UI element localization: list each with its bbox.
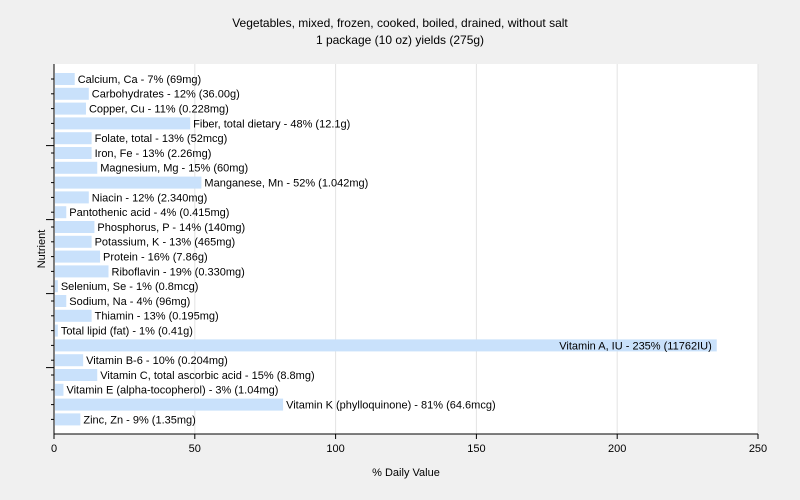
x-tick-label-5: 250 bbox=[749, 443, 767, 455]
bar-label-11: Phosphorus, P - 14% (140mg) bbox=[97, 222, 245, 234]
bar-23 bbox=[55, 398, 284, 411]
bar-label-13: Protein - 16% (7.86g) bbox=[103, 252, 208, 264]
bar-17 bbox=[55, 309, 92, 322]
x-tick-label-2: 100 bbox=[326, 443, 344, 455]
y-axis-title: Nutrient bbox=[36, 230, 48, 269]
bar-label-19: Vitamin A, IU - 235% (11762IU) bbox=[559, 340, 711, 352]
bar-label-16: Sodium, Na - 4% (96mg) bbox=[69, 296, 190, 308]
bar-22 bbox=[55, 383, 64, 396]
bar-24 bbox=[55, 413, 81, 426]
bar-label-7: Magnesium, Mg - 15% (60mg) bbox=[100, 163, 248, 175]
bar-13 bbox=[55, 250, 101, 263]
bar-label-1: Calcium, Ca - 7% (69mg) bbox=[78, 74, 201, 86]
x-tick-label-1: 50 bbox=[189, 443, 201, 455]
bar-label-2: Carbohydrates - 12% (36.00g) bbox=[92, 89, 240, 101]
bar-label-6: Iron, Fe - 13% (2.26mg) bbox=[95, 148, 212, 160]
bars: Calcium, Ca - 7% (69mg) Carbohydrates - 1… bbox=[55, 73, 717, 426]
bar-20 bbox=[55, 354, 84, 367]
bar-8 bbox=[55, 176, 202, 189]
bar-label-18: Total lipid (fat) - 1% (0.41g) bbox=[61, 326, 193, 338]
bar-label-23: Vitamin K (phylloquinone) - 81% (64.6mcg… bbox=[286, 400, 496, 412]
bar-label-12: Potassium, K - 13% (465mg) bbox=[95, 237, 236, 249]
bar-15 bbox=[55, 280, 58, 293]
bar-21 bbox=[55, 369, 98, 381]
bar-label-14: Riboflavin - 19% (0.330mg) bbox=[112, 266, 245, 278]
bar-label-21: Vitamin C, total ascorbic acid - 15% (8.… bbox=[100, 370, 314, 382]
grid-lines bbox=[194, 64, 759, 434]
axes: 0 50 100 150 200 250 bbox=[46, 64, 767, 455]
bar-11 bbox=[55, 221, 95, 233]
chart-subtitle: 1 package (10 oz) yields (275g) bbox=[316, 33, 484, 47]
bar-6 bbox=[55, 147, 92, 159]
x-tick-label-3: 150 bbox=[467, 443, 485, 455]
bar-label-9: Niacin - 12% (2.340mg) bbox=[92, 192, 208, 204]
bar-label-17: Thiamin - 13% (0.195mg) bbox=[95, 311, 219, 323]
bar-9 bbox=[55, 191, 89, 204]
bar-14 bbox=[55, 265, 109, 278]
bar-label-10: Pantothenic acid - 4% (0.415mg) bbox=[69, 207, 229, 219]
bar-label-24: Zinc, Zn - 9% (1.35mg) bbox=[83, 414, 195, 426]
x-axis-title: % Daily Value bbox=[372, 467, 440, 479]
bar-4 bbox=[55, 117, 191, 130]
bar-label-4: Fiber, total dietary - 48% (12.1g) bbox=[193, 118, 350, 130]
x-tick-label-4: 200 bbox=[608, 443, 626, 455]
bar-label-15: Selenium, Se - 1% (0.8mcg) bbox=[61, 281, 199, 293]
bar-12 bbox=[55, 235, 92, 248]
bar-5 bbox=[55, 132, 92, 145]
bar-10 bbox=[55, 206, 67, 219]
bar-7 bbox=[55, 161, 98, 174]
bar-19 bbox=[55, 339, 717, 352]
bar-18 bbox=[55, 324, 58, 337]
bar-label-8: Manganese, Mn - 52% (1.042mg) bbox=[204, 178, 368, 190]
x-tick-label-0: 0 bbox=[51, 443, 57, 455]
bar-label-5: Folate, total - 13% (52mcg) bbox=[95, 133, 228, 145]
bar-1 bbox=[55, 73, 75, 85]
bar-label-22: Vitamin E (alpha-tocopherol) - 3% (1.04m… bbox=[66, 385, 278, 397]
bar-2 bbox=[55, 87, 89, 100]
bar-3 bbox=[55, 102, 86, 115]
bar-label-3: Copper, Cu - 11% (0.228mg) bbox=[89, 104, 229, 116]
bar-16 bbox=[55, 295, 67, 307]
bar-label-20: Vitamin B-6 - 10% (0.204mg) bbox=[86, 355, 228, 367]
chart-title: Vegetables, mixed, frozen, cooked, boile… bbox=[232, 16, 568, 30]
